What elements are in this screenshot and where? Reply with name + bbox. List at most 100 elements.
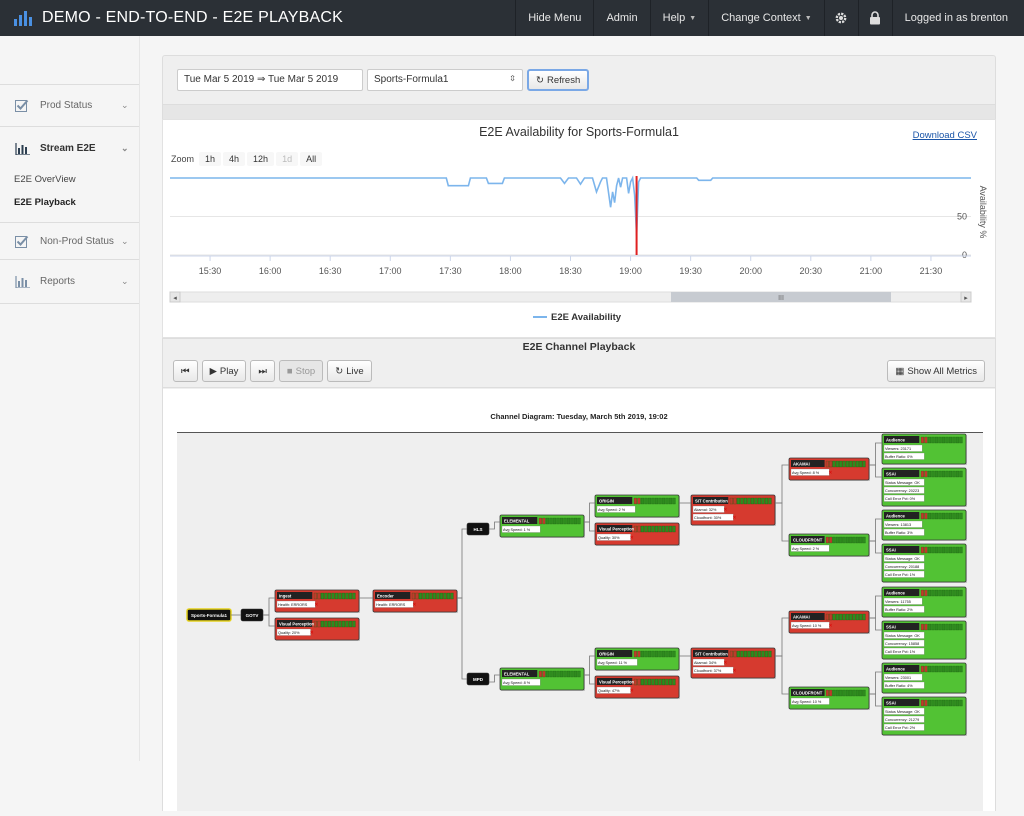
mpd-audience-node-meter-segment bbox=[934, 665, 939, 673]
caret-down-icon: ▼ bbox=[804, 14, 812, 22]
visual-perception-node-metric: Quality: 20% bbox=[278, 631, 300, 635]
hls-audience-node-meter-segment bbox=[941, 436, 946, 444]
mpd-cloudfront-node-meter-segment bbox=[825, 689, 829, 697]
zoom-12h-button[interactable]: 12h bbox=[247, 152, 275, 166]
hls-akamai-node-meter-segment bbox=[849, 460, 853, 468]
stop-button[interactable]: ■ Stop bbox=[278, 360, 324, 382]
sidebar-item-label: Non-Prod Status bbox=[40, 235, 114, 247]
sidebar-sub-e2e-overview[interactable]: E2E OverView bbox=[14, 174, 76, 185]
show-all-metrics-button[interactable]: ▦ Show All Metrics bbox=[887, 360, 985, 382]
arrow-right-icon: ▸ bbox=[964, 295, 968, 302]
lock-button[interactable] bbox=[857, 0, 892, 36]
encoder-node-meter-segment bbox=[446, 592, 451, 600]
hls-audience-node-metric: Viewers: 23171 bbox=[885, 447, 911, 451]
admin-menu[interactable]: Admin bbox=[593, 0, 649, 36]
encoder-node-meter-segment bbox=[425, 592, 430, 600]
x-tick-label: 17:30 bbox=[439, 266, 462, 276]
hls-ssai-node-meter-segment bbox=[959, 470, 963, 478]
zoom-1h-button[interactable]: 1h bbox=[199, 152, 222, 166]
hls-visual-perception-node-meter-segment bbox=[651, 525, 655, 533]
hls-cloudfront-node-meter-segment bbox=[839, 536, 843, 544]
connector-line bbox=[869, 693, 882, 707]
user-status[interactable]: Logged in as brenton bbox=[891, 0, 1024, 36]
mpd-visual-perception-node-meter-segment bbox=[637, 678, 641, 686]
sidebar-item-reports[interactable]: Reports ⌄ bbox=[0, 260, 139, 304]
mpd-elemental-node-meter-segment bbox=[552, 670, 557, 678]
hls-audience-node-meter-segment bbox=[938, 436, 942, 444]
availability-chart[interactable]: 0 50 15:30 16:00 16:30 17:00 17:30 18:00 18:30 19… bbox=[163, 120, 995, 337]
zoom-all-button[interactable]: All bbox=[300, 152, 323, 166]
connector-line bbox=[869, 518, 882, 542]
encoder-node-meter-segment bbox=[415, 592, 419, 600]
mpd-audience-node-meter-segment bbox=[924, 589, 928, 597]
zoom-4h-button[interactable]: 4h bbox=[223, 152, 246, 166]
sidebar-item-non-prod-status[interactable]: Non-Prod Status ⌄ bbox=[0, 222, 139, 260]
mpd-ssai-node-meter-segment bbox=[948, 623, 953, 631]
hls-sit-contribution-node-alert-icon: ✕ bbox=[732, 515, 736, 521]
hide-menu-button[interactable]: Hide Menu bbox=[515, 0, 593, 36]
mpd-visual-perception-node-metric: Quality: 47% bbox=[598, 689, 620, 693]
mpd-audience-node-meter-segment bbox=[945, 665, 949, 673]
gear-icon bbox=[835, 12, 847, 24]
skip-back-button[interactable]: ⏮ bbox=[173, 360, 198, 382]
mpd-ssai-node-meter-segment bbox=[920, 699, 925, 707]
mpd-origin-node-title: ORIGIN bbox=[599, 652, 614, 657]
sidebar-item-stream-e2e[interactable]: Stream E2E ⌄ bbox=[0, 127, 139, 170]
download-csv-link[interactable]: Download CSV bbox=[912, 130, 977, 141]
mpd-akamai-node-meter-segment bbox=[839, 613, 843, 621]
play-button[interactable]: ▶ Play bbox=[201, 360, 247, 382]
mpd-sit-contribution-node-meter-segment bbox=[761, 650, 765, 658]
caret-down-icon: ▼ bbox=[689, 14, 697, 22]
channel-flow-diagram[interactable]: Sports-Formula1 GOTV Ingest Health: ERRORS ✕… bbox=[177, 433, 983, 811]
hls-visual-perception-node-meter-segment bbox=[658, 525, 662, 533]
hls-cloudfront-node-meter-segment bbox=[842, 536, 846, 544]
hls-audience-node-title-bg bbox=[884, 512, 920, 519]
brand[interactable]: DEMO - END-TO-END - E2E PLAYBACK bbox=[0, 0, 515, 36]
hls-visual-perception-node-meter-segment bbox=[637, 525, 641, 533]
x-tick-label: 16:00 bbox=[259, 266, 282, 276]
hls-akamai-node-meter-segment bbox=[859, 460, 863, 468]
sidebar-item-prod-status[interactable]: Prod Status ⌄ bbox=[0, 84, 139, 127]
channel-diagram: Channel Diagram: Tuesday, March 5th 2019… bbox=[163, 389, 995, 811]
hls-akamai-node-metric-bg bbox=[790, 468, 830, 476]
hls-audience-node-title: Audience bbox=[886, 438, 906, 443]
hls-sit-contribution-node-metric-bg bbox=[692, 513, 734, 521]
hls-sit-contribution-node-meter-segment bbox=[747, 497, 751, 505]
hls-elemental-node-meter-segment bbox=[542, 517, 546, 525]
mpd-visual-perception-node-meter-segment bbox=[654, 678, 659, 686]
hls-ssai-node-meter-segment bbox=[941, 546, 946, 554]
mpd-origin-node-title-bg bbox=[597, 650, 633, 657]
skip-forward-button[interactable]: ⏭ bbox=[250, 360, 275, 382]
mpd-cloudfront-node-meter-segment bbox=[842, 689, 846, 697]
sidebar-sub-e2e-playback[interactable]: E2E Playback bbox=[14, 197, 76, 208]
hls-sit-contribution-node-title-bg bbox=[693, 497, 729, 504]
main-content: Tue Mar 5 2019 ⇒ Tue Mar 5 2019 Sports-F… bbox=[162, 55, 996, 811]
refresh-button[interactable]: ↻ Refresh bbox=[527, 69, 590, 91]
mpd-ssai-node-meter-segment bbox=[955, 699, 960, 707]
stop-icon: ■ bbox=[286, 365, 293, 377]
mpd-sit-contribution-node-meter-segment bbox=[733, 650, 737, 658]
mpd-node-label: MPD bbox=[473, 677, 484, 682]
hls-origin-node-meter-segment bbox=[665, 497, 669, 505]
settings-button[interactable] bbox=[823, 0, 858, 36]
chevron-down-icon: ⌄ bbox=[121, 100, 129, 110]
mpd-cloudfront-node-title: CLOUDFRONT bbox=[793, 691, 823, 696]
mpd-elemental-node-metric-bg bbox=[501, 678, 541, 686]
channel-select[interactable]: Sports-Formula1 ⇳ bbox=[367, 69, 523, 91]
check-icon bbox=[14, 99, 30, 113]
live-button[interactable]: ↻ Live bbox=[327, 360, 372, 382]
help-menu[interactable]: Help ▼ bbox=[649, 0, 709, 36]
x-tick-label: 19:30 bbox=[679, 266, 702, 276]
mpd-audience-node-meter-segment bbox=[959, 589, 963, 597]
top-navbar: DEMO - END-TO-END - E2E PLAYBACK Hide Me… bbox=[0, 0, 1024, 36]
mpd-elemental-node-meter-segment bbox=[538, 670, 543, 678]
mpd-elemental-node-meter-segment bbox=[556, 670, 560, 678]
zoom-1d-button[interactable]: 1d bbox=[276, 152, 299, 166]
change-context-menu[interactable]: Change Context ▼ bbox=[708, 0, 823, 36]
mpd-akamai-node-meter-segment bbox=[845, 613, 849, 621]
date-range-input[interactable]: Tue Mar 5 2019 ⇒ Tue Mar 5 2019 bbox=[177, 69, 363, 91]
hls-ssai-node-meter-segment bbox=[920, 470, 925, 478]
encoder-node-meter-segment bbox=[422, 592, 426, 600]
hls-sit-contribution-node-alert-icon: ✕ bbox=[723, 507, 727, 513]
hls-cloudfront-node-meter-segment bbox=[835, 536, 839, 544]
